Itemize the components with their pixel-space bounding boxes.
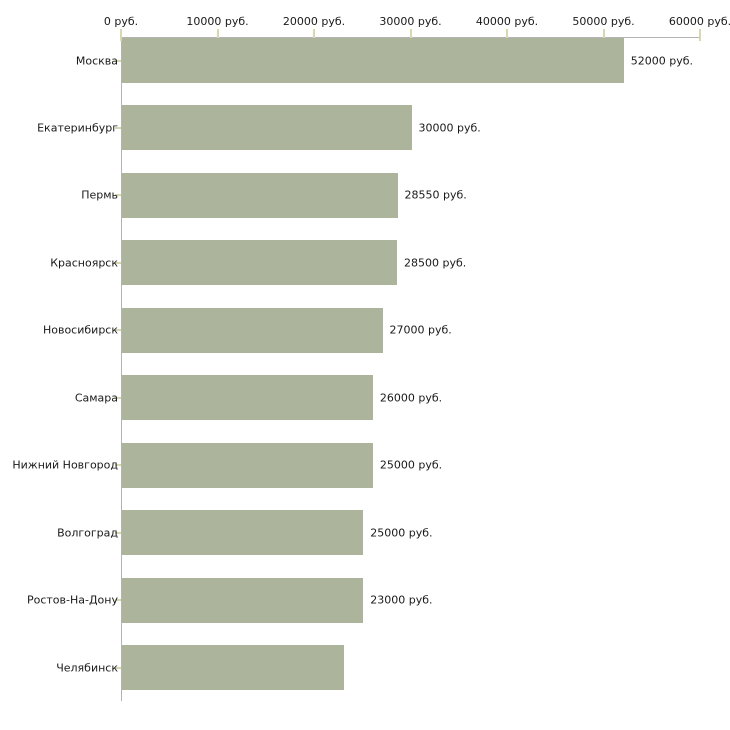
y-axis-tick: [115, 329, 121, 332]
x-axis-tick: [409, 29, 412, 41]
x-axis-tick: [602, 29, 605, 41]
y-axis-tick: [115, 666, 121, 669]
x-axis-tick-label: 30000 руб.: [379, 15, 442, 28]
category-label: Москва: [75, 54, 118, 67]
x-axis-tick-label: 0 руб.: [103, 15, 139, 28]
y-axis-tick: [115, 194, 121, 197]
y-axis-tick: [115, 599, 121, 602]
value-label: 26000 руб.: [379, 391, 443, 405]
x-axis-tick: [313, 29, 315, 41]
x-axis-tick-label: 40000 руб.: [475, 15, 539, 28]
bar: [122, 38, 624, 83]
category-label: Ростов-На-Дону: [26, 593, 118, 607]
category-label: Пермь: [81, 188, 118, 202]
bar: [122, 105, 412, 151]
y-axis-tick: [115, 59, 121, 62]
y-axis-tick: [115, 261, 121, 264]
x-axis-tick-label: 20000 руб.: [282, 15, 346, 28]
x-axis-tick-label: 60000 руб.: [668, 15, 730, 28]
bar: [122, 577, 364, 623]
value-label: 23000 руб.: [370, 593, 433, 607]
bar: [122, 375, 373, 421]
y-axis-tick: [115, 464, 121, 467]
value-label: 27000 руб.: [389, 323, 452, 337]
bar: [122, 172, 398, 218]
y-axis-tick: [115, 396, 121, 399]
y-axis-tick: [115, 531, 121, 534]
bar: [122, 307, 383, 353]
category-label: Волгоград: [57, 526, 118, 540]
x-axis-tick: [120, 29, 122, 41]
bar: [122, 442, 373, 488]
value-label: 28500 руб.: [404, 256, 467, 270]
bar: [122, 240, 398, 286]
value-label: 52000 руб.: [630, 54, 694, 67]
category-label: Челябинск: [56, 661, 118, 675]
category-label: Новосибирск: [42, 323, 118, 337]
value-label: 30000 руб.: [418, 121, 481, 135]
category-label: Нижний Новгород: [12, 458, 118, 472]
x-axis-tick: [699, 29, 701, 41]
category-label: Самара: [74, 391, 118, 405]
x-axis-tick-label: 50000 руб.: [572, 15, 635, 28]
value-label: 25000 руб.: [370, 526, 433, 540]
y-axis-tick: [115, 126, 121, 129]
x-axis-tick-label: 10000 руб.: [186, 15, 249, 28]
bar: [122, 510, 364, 556]
value-label: 28550 руб.: [404, 188, 467, 202]
category-label: Екатеринбург: [37, 121, 118, 135]
x-axis-tick: [506, 29, 508, 41]
category-label: Красноярск: [50, 256, 118, 270]
x-axis-tick: [216, 29, 219, 41]
value-label: 25000 руб.: [379, 458, 443, 472]
bar: [122, 645, 344, 691]
y-axis-line: [121, 37, 122, 701]
